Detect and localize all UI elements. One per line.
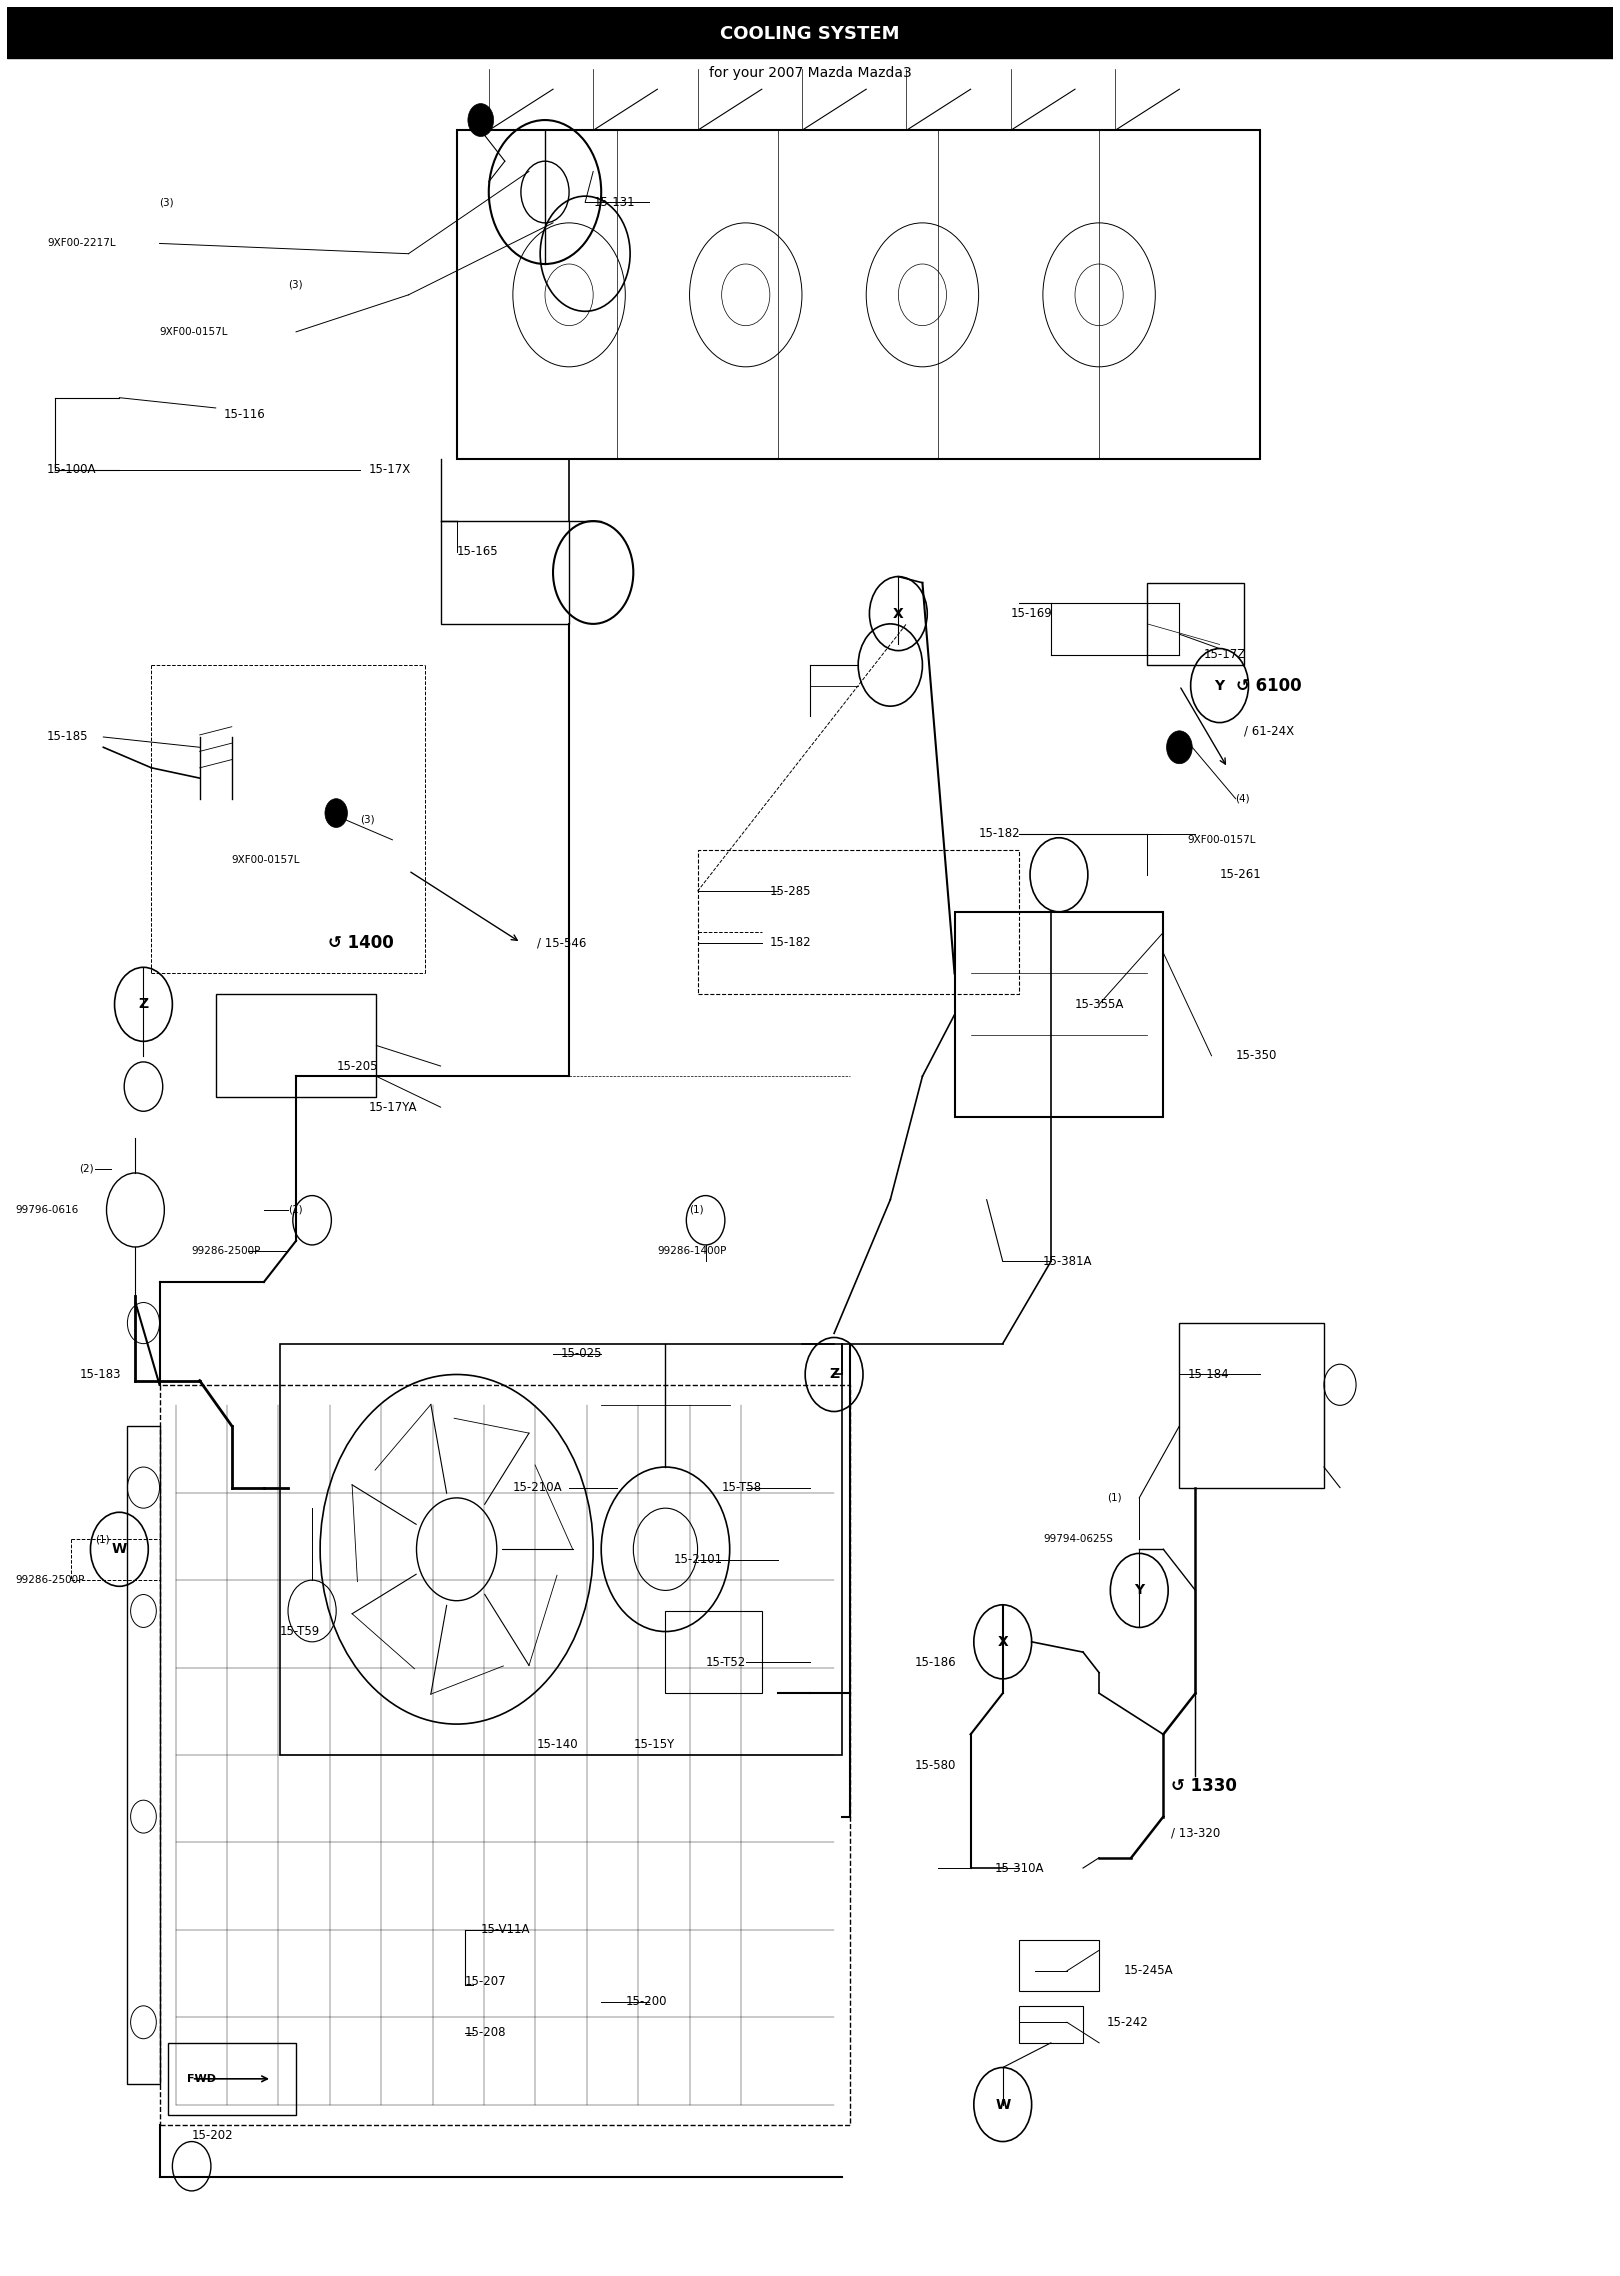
Bar xyxy=(457,130,1260,460)
Bar xyxy=(167,2044,296,2114)
Text: (4): (4) xyxy=(1236,794,1251,803)
Bar xyxy=(441,521,569,624)
Text: 15-V11A: 15-V11A xyxy=(481,1923,530,1937)
Text: Y: Y xyxy=(1215,678,1225,692)
Circle shape xyxy=(468,105,494,137)
Text: 15-184: 15-184 xyxy=(1187,1368,1230,1382)
Text: 15-100A: 15-100A xyxy=(47,462,97,476)
Text: 15-15Y: 15-15Y xyxy=(633,1739,674,1750)
Text: (1): (1) xyxy=(288,1204,303,1215)
Text: Z: Z xyxy=(138,997,149,1011)
Bar xyxy=(1019,1939,1098,1992)
Text: 15-350: 15-350 xyxy=(1236,1049,1277,1063)
Text: FWD: FWD xyxy=(186,2073,215,2085)
Bar xyxy=(159,1384,851,2126)
Text: 99286-2500P: 99286-2500P xyxy=(191,1245,261,1256)
Bar xyxy=(698,851,1019,995)
Text: 15-580: 15-580 xyxy=(914,1759,956,1771)
Text: for your 2007 Mazda Mazda3: for your 2007 Mazda Mazda3 xyxy=(708,66,912,80)
Text: 9XF00-0157L: 9XF00-0157L xyxy=(159,328,228,337)
Text: 15-355A: 15-355A xyxy=(1076,997,1124,1011)
Text: ↺ 1400: ↺ 1400 xyxy=(329,933,394,951)
Text: 15-T58: 15-T58 xyxy=(721,1482,761,1493)
Text: 15-208: 15-208 xyxy=(465,2026,505,2039)
Bar xyxy=(6,7,1614,59)
Text: 15-131: 15-131 xyxy=(593,196,635,209)
Text: 15-T59: 15-T59 xyxy=(280,1625,321,1639)
Text: 15-242: 15-242 xyxy=(1106,2017,1149,2028)
Text: 15-245A: 15-245A xyxy=(1123,1964,1173,1978)
Text: (1): (1) xyxy=(1106,1493,1121,1502)
Text: X: X xyxy=(893,608,904,621)
Text: 15-182: 15-182 xyxy=(978,826,1021,840)
Bar xyxy=(666,1611,761,1693)
Text: ↺ 6100: ↺ 6100 xyxy=(1236,676,1301,694)
Bar xyxy=(128,1425,159,2085)
Text: 15-140: 15-140 xyxy=(536,1739,578,1750)
Text: / 15-546: / 15-546 xyxy=(536,935,586,949)
Text: 15-17Z: 15-17Z xyxy=(1204,649,1246,662)
Text: 15-183: 15-183 xyxy=(79,1368,122,1382)
Text: 9XF00-2217L: 9XF00-2217L xyxy=(47,239,115,248)
Text: 15-025: 15-025 xyxy=(561,1347,603,1361)
Text: 99796-0616: 99796-0616 xyxy=(15,1204,78,1215)
Text: 15-116: 15-116 xyxy=(224,407,266,421)
Text: 15-186: 15-186 xyxy=(914,1657,956,1668)
Text: (1): (1) xyxy=(96,1534,110,1543)
Text: 99794-0625S: 99794-0625S xyxy=(1043,1534,1113,1543)
Text: 15-310A: 15-310A xyxy=(995,1862,1045,1875)
Text: 15-17YA: 15-17YA xyxy=(368,1102,416,1113)
Text: (3): (3) xyxy=(360,815,374,824)
Text: 15-169: 15-169 xyxy=(1011,608,1053,619)
Text: / 13-320: / 13-320 xyxy=(1171,1828,1220,1839)
Text: X: X xyxy=(998,1634,1008,1648)
Text: W: W xyxy=(112,1543,126,1557)
Bar xyxy=(1147,583,1244,665)
Bar xyxy=(280,1343,842,1755)
Text: 15-285: 15-285 xyxy=(770,885,812,897)
Text: (3): (3) xyxy=(159,198,175,207)
Text: ↺ 1330: ↺ 1330 xyxy=(1171,1778,1238,1796)
Circle shape xyxy=(326,799,347,828)
Text: 9XF00-0157L: 9XF00-0157L xyxy=(232,856,300,865)
Text: 99286-1400P: 99286-1400P xyxy=(658,1245,727,1256)
Text: W: W xyxy=(995,2098,1011,2112)
Text: 15-185: 15-185 xyxy=(47,731,89,744)
Text: (1): (1) xyxy=(690,1204,705,1215)
Text: (2): (2) xyxy=(79,1163,94,1174)
Text: 15-210A: 15-210A xyxy=(514,1482,562,1493)
Text: COOLING SYSTEM: COOLING SYSTEM xyxy=(721,25,899,43)
Circle shape xyxy=(1166,731,1192,765)
Text: Z: Z xyxy=(829,1368,839,1382)
Bar xyxy=(1179,1322,1324,1489)
Text: 15-261: 15-261 xyxy=(1220,867,1262,881)
Text: 15-200: 15-200 xyxy=(625,1996,667,2007)
Text: Y: Y xyxy=(1134,1584,1144,1598)
Text: 15-381A: 15-381A xyxy=(1043,1254,1092,1268)
Text: 15-T52: 15-T52 xyxy=(706,1657,745,1668)
Text: 15-17X: 15-17X xyxy=(368,462,410,476)
Text: 15-207: 15-207 xyxy=(465,1976,507,1987)
Bar xyxy=(215,995,376,1097)
Text: 15-205: 15-205 xyxy=(337,1061,377,1072)
Text: 9XF00-0157L: 9XF00-0157L xyxy=(1187,835,1256,844)
Bar xyxy=(954,913,1163,1118)
Text: 15-202: 15-202 xyxy=(191,2128,233,2142)
Text: 15-165: 15-165 xyxy=(457,546,499,558)
Text: (3): (3) xyxy=(288,280,303,289)
Text: 99286-2500P: 99286-2500P xyxy=(15,1575,84,1584)
Bar xyxy=(1019,2005,1084,2044)
Text: 15-2101: 15-2101 xyxy=(674,1552,723,1566)
Text: / 61-24X: / 61-24X xyxy=(1244,724,1294,737)
Text: 15-182: 15-182 xyxy=(770,935,812,949)
